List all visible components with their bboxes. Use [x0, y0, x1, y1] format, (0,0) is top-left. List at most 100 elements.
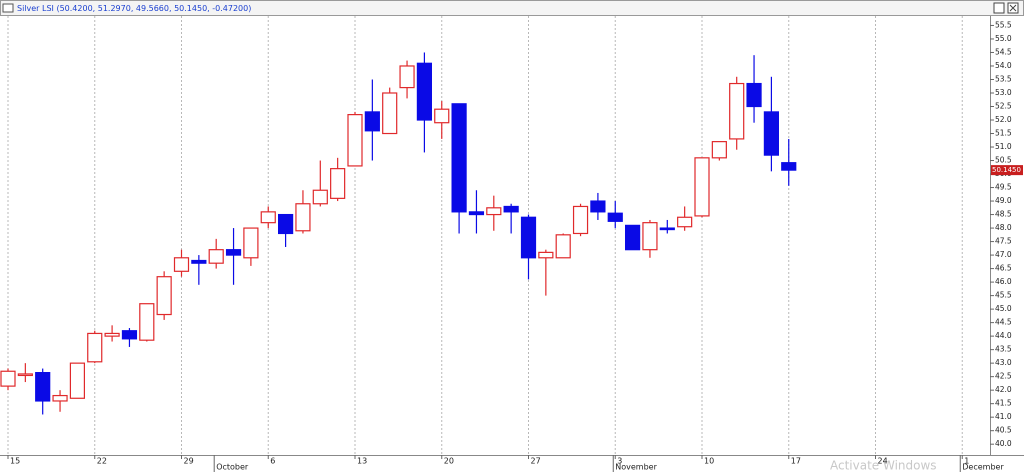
- x-tick-label: 10: [704, 457, 714, 466]
- y-tick-label: 50.5: [995, 156, 1012, 165]
- y-tick-label: 51.5: [995, 129, 1012, 138]
- candle-body: [139, 303, 155, 341]
- candle-body: [191, 259, 207, 264]
- month-label: November: [615, 463, 657, 472]
- candle-body: [382, 92, 398, 135]
- y-tick-label: 51.0: [995, 142, 1012, 151]
- candle-body: [35, 372, 51, 402]
- candle-body: [572, 205, 589, 235]
- candle-body: [763, 111, 780, 156]
- candle-body: [243, 227, 259, 259]
- y-tick-label: 53.5: [995, 74, 1012, 83]
- candle-body: [503, 205, 519, 213]
- candle-body: [451, 103, 467, 213]
- candle-body: [607, 212, 623, 222]
- candle-body: [260, 211, 276, 224]
- y-tick-label: 46.5: [995, 264, 1012, 273]
- candle-body: [781, 162, 797, 171]
- candle-body: [486, 207, 502, 216]
- x-tick-label: 6: [270, 457, 275, 466]
- candle-body: [347, 114, 363, 167]
- x-tick-label: 3: [617, 457, 622, 466]
- y-tick-label: 46.0: [995, 277, 1012, 286]
- candle-body: [87, 332, 103, 363]
- candle-body: [104, 332, 120, 337]
- candle-body: [156, 276, 172, 316]
- candle-body: [590, 200, 606, 213]
- candle-body: [520, 216, 537, 259]
- candle-body: [555, 234, 571, 259]
- y-tick-label: 55.5: [995, 20, 1012, 29]
- candle-body: [729, 82, 745, 140]
- candle-body: [52, 394, 68, 402]
- month-label: October: [216, 463, 249, 472]
- y-tick-label: 40.0: [995, 439, 1012, 448]
- y-tick-label: 45.0: [995, 304, 1012, 313]
- y-tick-label: 42.5: [995, 372, 1012, 381]
- y-tick-label: 45.5: [995, 291, 1012, 300]
- candle-body: [0, 370, 16, 387]
- candle-body: [399, 65, 415, 89]
- x-tick-label: 27: [531, 457, 541, 466]
- restore-button[interactable]: [993, 2, 1005, 14]
- y-tick-label: 43.0: [995, 358, 1012, 367]
- close-icon: [1009, 4, 1017, 12]
- x-tick-label: 29: [184, 457, 194, 466]
- y-tick-label: 49.0: [995, 196, 1012, 205]
- x-tick-label: 13: [357, 457, 367, 466]
- x-tick-label: 22: [97, 457, 107, 466]
- candle-body: [69, 362, 86, 399]
- candle-body: [416, 62, 432, 121]
- y-tick-label: 54.0: [995, 61, 1012, 70]
- candle-body: [121, 330, 138, 340]
- x-tick-label: 17: [791, 457, 801, 466]
- candle-body: [642, 222, 658, 251]
- candle-body: [746, 82, 762, 108]
- candle-body: [330, 168, 346, 199]
- candle-body: [17, 373, 33, 377]
- window-icon: [2, 3, 14, 13]
- y-tick-label: 43.5: [995, 345, 1012, 354]
- y-tick-label: 40.5: [995, 426, 1012, 435]
- candle-body: [225, 249, 242, 256]
- y-tick-label: 49.5: [995, 183, 1012, 192]
- y-tick-label: 52.0: [995, 115, 1012, 124]
- candle-body: [295, 203, 311, 232]
- y-tick-label: 41.0: [995, 412, 1012, 421]
- y-tick-label: 48.0: [995, 223, 1012, 232]
- candle-body: [659, 227, 675, 231]
- y-tick-label: 47.0: [995, 250, 1012, 259]
- candle-body: [434, 108, 450, 124]
- y-tick-label: 44.5: [995, 318, 1012, 327]
- x-tick-label: 20: [444, 457, 454, 466]
- candle-body: [624, 224, 641, 251]
- y-tick-label: 44.0: [995, 331, 1012, 340]
- y-tick-label: 55.0: [995, 34, 1012, 43]
- last-price-label: 50.1450: [992, 166, 1021, 174]
- x-tick-label: 24: [878, 457, 888, 466]
- candle-body: [312, 189, 328, 205]
- y-tick-label: 47.5: [995, 237, 1012, 246]
- month-label: December: [962, 463, 1004, 472]
- y-tick-label: 53.0: [995, 88, 1012, 97]
- candle-body: [677, 216, 693, 228]
- candle-body: [711, 141, 727, 159]
- candle-body: [208, 249, 224, 264]
- y-tick-label: 48.5: [995, 210, 1012, 219]
- chart-title: Silver LSI (50.4200, 51.2970, 49.5660, 5…: [17, 4, 251, 13]
- watermark: Activate Windows: [830, 459, 937, 472]
- candle-body: [278, 213, 294, 235]
- x-tick-label: 15: [10, 457, 20, 466]
- candle-body: [173, 257, 190, 272]
- candle-body: [538, 251, 554, 259]
- y-tick-label: 42.0: [995, 385, 1012, 394]
- y-tick-label: 52.5: [995, 102, 1012, 111]
- y-tick-label: 54.5: [995, 47, 1012, 56]
- x-tick-label: 1: [964, 457, 969, 466]
- candle-body: [694, 157, 710, 217]
- candle-body: [468, 211, 485, 216]
- y-tick-label: 41.5: [995, 399, 1012, 408]
